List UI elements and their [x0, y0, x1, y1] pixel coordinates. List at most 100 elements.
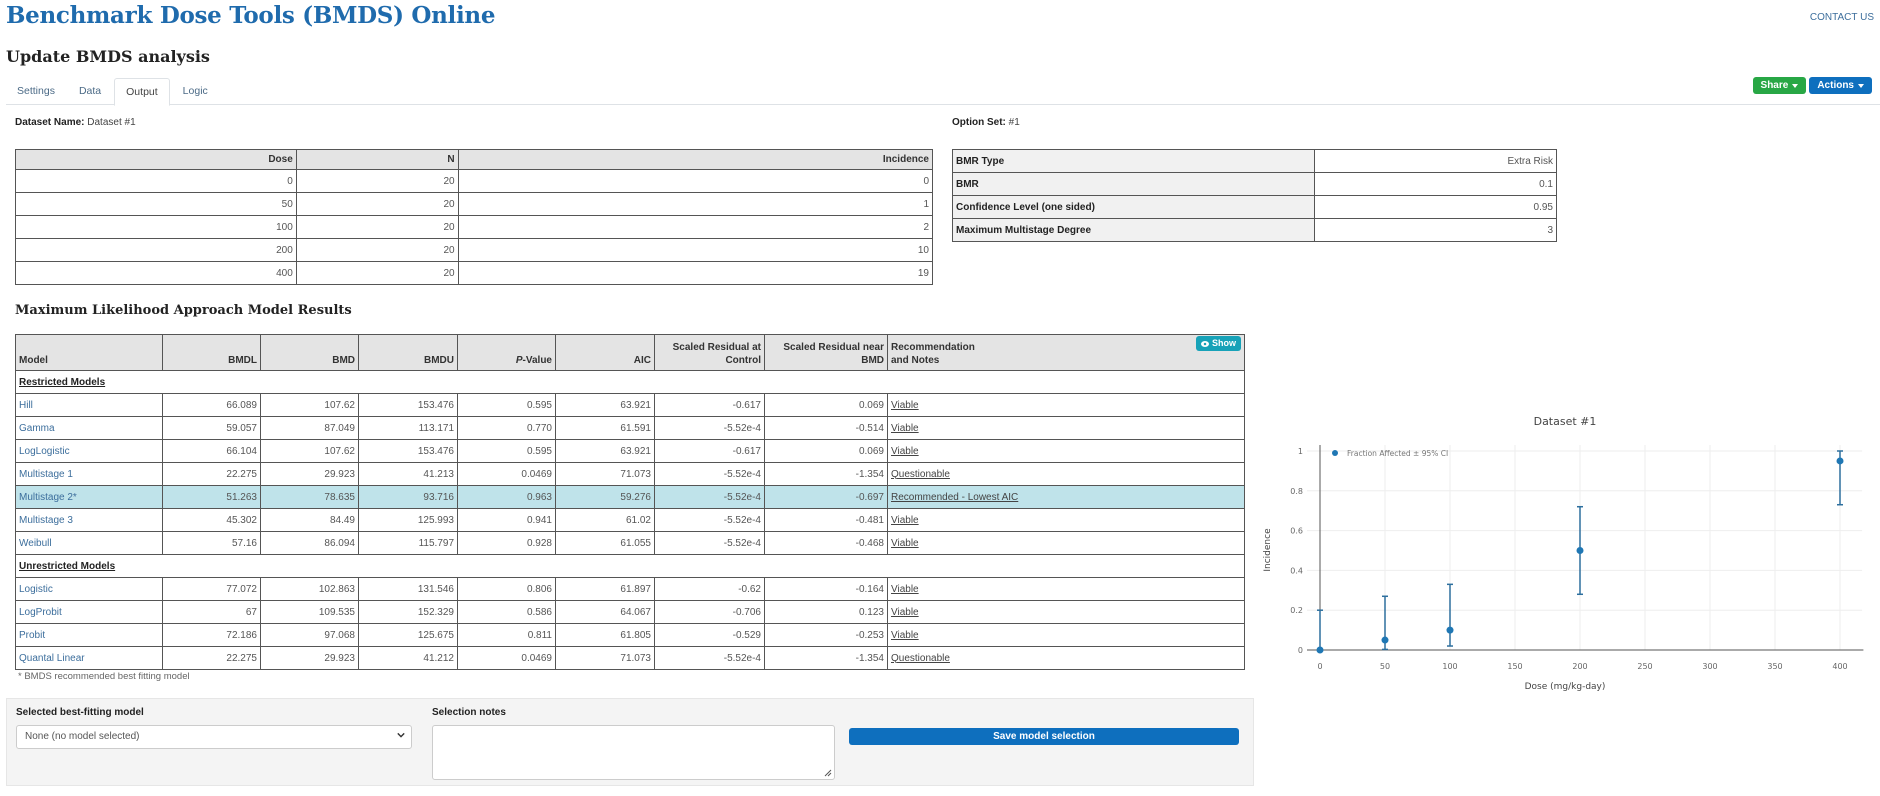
model-name-link[interactable]: Multistage 1 [15, 462, 163, 486]
recommendation-link[interactable]: Questionable [891, 652, 950, 664]
bmd-cell: 109.535 [260, 600, 359, 624]
aic-cell: 63.921 [555, 439, 655, 463]
rc-cell: -0.617 [654, 393, 765, 417]
model-name-link[interactable]: Probit [15, 623, 163, 647]
dataset-table: Dose N Incidence 0 20 0 50 20 1 100 20 2 200 20 10 4… [15, 149, 934, 285]
tab-logic[interactable]: Logic [182, 85, 208, 97]
x-tick-label: 100 [1442, 662, 1457, 671]
dataset-cell: 10 [457, 238, 934, 262]
data-point [1576, 547, 1584, 554]
model-name-link[interactable]: Weibull [15, 531, 163, 555]
bmdu-cell: 153.476 [358, 439, 458, 463]
rb-cell: -0.468 [764, 531, 888, 555]
model-name-link[interactable]: Quantal Linear [15, 646, 163, 670]
group-label: Unrestricted Models [15, 554, 1245, 578]
selection-notes-textarea[interactable] [432, 725, 835, 780]
actions-button[interactable]: Actions [1809, 77, 1872, 94]
col-bmdl: BMDL [162, 334, 261, 371]
model-row: Probit 72.186 97.068 125.675 0.811 61.805 -0.5… [15, 623, 1245, 647]
dataset-row: 50 20 1 [15, 192, 934, 216]
option-value: 0.1 [1314, 172, 1557, 196]
option-key: BMR [952, 172, 1315, 196]
bmdl-cell: 22.275 [162, 462, 261, 486]
tab-output[interactable]: Output [114, 78, 170, 106]
dataset-cell: 200 [15, 238, 297, 262]
aic-cell: 61.02 [555, 508, 655, 532]
model-name-link[interactable]: Hill [15, 393, 163, 417]
bmdl-cell: 22.275 [162, 646, 261, 670]
option-row: BMR 0.1 [952, 172, 1557, 196]
recommendation-link[interactable]: Recommended - Lowest AIC [891, 491, 1019, 503]
option-value: 3 [1314, 218, 1557, 242]
actions-label: Actions [1817, 80, 1854, 91]
y-axis-label: Incidence [1263, 528, 1273, 572]
recommendation-link[interactable]: Viable [891, 422, 919, 434]
chevron-down-icon [397, 732, 405, 738]
col-model: Model [15, 334, 163, 371]
recommendation-cell: Viable [887, 623, 1245, 647]
tab-data[interactable]: Data [78, 85, 102, 97]
tab-settings[interactable]: Settings [17, 85, 55, 97]
footnote: * BMDS recommended best fitting model [18, 671, 190, 682]
residual-bmd-line1: Scaled Residual near [783, 342, 884, 353]
model-selection-panel: Selected best-fitting model None (no mod… [6, 698, 1254, 786]
model-name-link[interactable]: Multistage 2* [15, 485, 163, 509]
dataset-row: 0 20 0 [15, 169, 934, 193]
model-row: Multistage 3 45.302 84.49 125.993 0.941 61.02… [15, 508, 1245, 532]
recommendation-link[interactable]: Viable [891, 537, 919, 549]
recommendation-cell: Viable [887, 600, 1245, 624]
results-title: Maximum Likelihood Approach Model Result… [15, 303, 352, 318]
recommendation-link[interactable]: Viable [891, 514, 919, 526]
option-key: Maximum Multistage Degree [952, 218, 1315, 242]
x-tick-label: 400 [1832, 662, 1847, 671]
recommendation-link[interactable]: Viable [891, 445, 919, 457]
chart-title: Dataset #1 [1534, 415, 1597, 428]
dataset-cell: 20 [295, 169, 459, 193]
recommendation-cell: Questionable [887, 646, 1245, 670]
model-name-link[interactable]: LogLogistic [15, 439, 163, 463]
share-button[interactable]: Share [1752, 77, 1807, 94]
rc-cell: -0.706 [654, 600, 765, 624]
y-tick-label: 0.2 [1290, 606, 1303, 615]
y-tick-label: 0.6 [1290, 527, 1303, 536]
residual-control-line1: Scaled Residual at [672, 342, 761, 353]
recommendation-link[interactable]: Viable [891, 606, 919, 618]
model-row: Gamma 59.057 87.049 113.171 0.770 61.591 -5.52… [15, 416, 1245, 440]
recommendation-link[interactable]: Viable [891, 629, 919, 641]
recommendation-cell: Viable [887, 531, 1245, 555]
recommendation-link[interactable]: Viable [891, 399, 919, 411]
data-point [1836, 457, 1844, 465]
p-cell: 0.928 [457, 531, 556, 555]
recommendation-link[interactable]: Questionable [891, 468, 950, 480]
contact-us-link[interactable]: CONTACT US [1809, 12, 1874, 23]
rb-cell: 0.069 [764, 439, 888, 463]
aic-cell: 64.067 [555, 600, 655, 624]
resize-grip-icon[interactable] [824, 769, 832, 777]
selected-model-label: Selected best-fitting model [16, 707, 144, 718]
rc-cell: -5.52e-4 [654, 531, 765, 555]
rb-cell: -1.354 [764, 462, 888, 486]
dataset-cell: 0 [15, 169, 297, 193]
p-cell: 0.586 [457, 600, 556, 624]
x-tick-label: 200 [1572, 662, 1587, 671]
model-name-link[interactable]: Gamma [15, 416, 163, 440]
model-name-link[interactable]: LogProbit [15, 600, 163, 624]
model-name-link[interactable]: Logistic [15, 577, 163, 601]
model-name-link[interactable]: Multistage 3 [15, 508, 163, 532]
aic-cell: 59.276 [555, 485, 655, 509]
dataset-cell: 1 [457, 192, 934, 216]
residual-bmd-line2: BMD [861, 355, 884, 366]
recommendation-link[interactable]: Viable [891, 583, 919, 595]
rb-cell: -0.164 [764, 577, 888, 601]
selected-model-select[interactable]: None (no model selected) [16, 725, 412, 749]
option-set-value: #1 [1008, 117, 1020, 128]
recommendation-cell: Viable [887, 393, 1245, 417]
y-tick-label: 0.4 [1290, 566, 1303, 575]
x-axis-label: Dose (mg/kg-day) [1525, 682, 1606, 692]
option-set-label: Option Set: [952, 117, 1006, 128]
p-cell: 0.963 [457, 485, 556, 509]
toolbar: Share Actions [1752, 77, 1872, 94]
show-notes-button[interactable]: Show [1196, 336, 1241, 351]
bmdl-cell: 66.089 [162, 393, 261, 417]
save-model-selection-button[interactable]: Save model selection [849, 728, 1239, 745]
